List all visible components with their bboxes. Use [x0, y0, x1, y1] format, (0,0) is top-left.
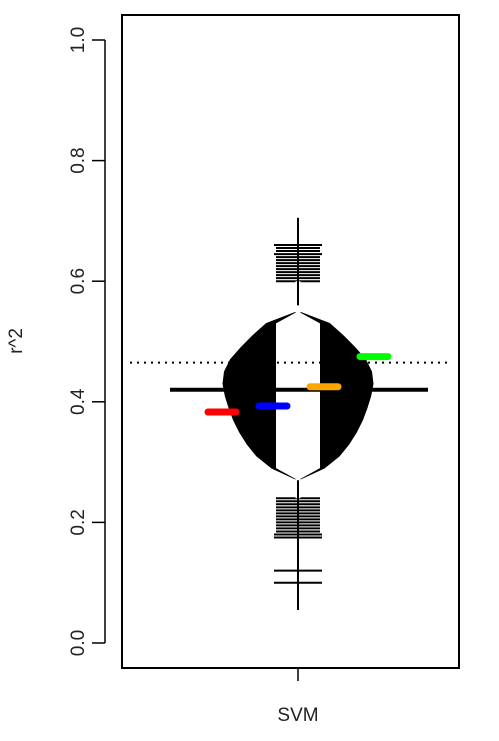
y-tick-label: 0.0: [68, 630, 89, 656]
y-tick-label: 0.2: [68, 509, 89, 535]
y-axis-label: r^2: [6, 328, 27, 354]
y-tick-label: 0.4: [68, 388, 89, 415]
x-tick-label: SVM: [277, 705, 318, 726]
y-tick-label: 0.6: [68, 268, 89, 294]
plot-frame: [121, 14, 460, 669]
y-tick-label: 0.8: [68, 147, 89, 173]
y-tick-label: 1.0: [68, 27, 89, 53]
